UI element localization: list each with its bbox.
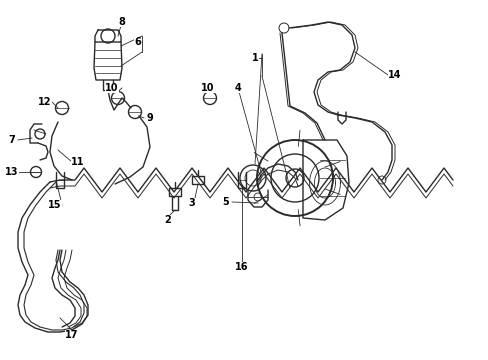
Text: 5: 5 (222, 197, 229, 207)
Text: 7: 7 (9, 135, 15, 145)
Text: 15: 15 (48, 200, 61, 210)
Text: 10: 10 (105, 83, 119, 93)
Text: 9: 9 (146, 113, 153, 123)
Text: 11: 11 (71, 157, 84, 167)
Text: 1: 1 (251, 53, 258, 63)
Text: 3: 3 (188, 198, 195, 208)
Text: 14: 14 (387, 70, 401, 80)
Text: 2: 2 (164, 215, 171, 225)
Text: 8: 8 (118, 17, 125, 27)
Text: 12: 12 (38, 97, 52, 107)
Text: 13: 13 (5, 167, 19, 177)
Text: 17: 17 (65, 330, 79, 340)
Text: 6: 6 (134, 37, 141, 47)
Text: 10: 10 (201, 83, 214, 93)
Text: 4: 4 (234, 83, 241, 93)
Text: 16: 16 (235, 262, 248, 272)
